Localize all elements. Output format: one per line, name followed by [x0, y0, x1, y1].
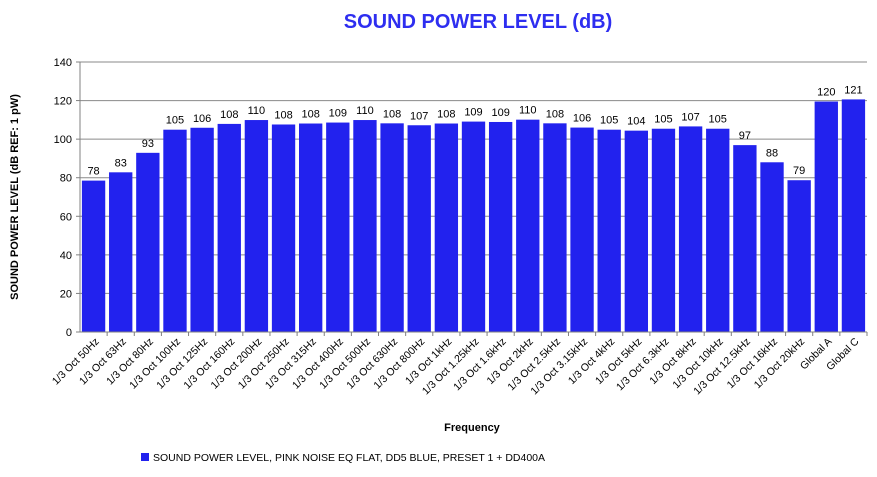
legend: SOUND POWER LEVEL, PINK NOISE EQ FLAT, D… — [141, 452, 545, 464]
bar — [136, 152, 160, 332]
data-label: 105 — [166, 115, 184, 127]
y-axis-ticks: 0 20 40 60 80 100 120 140 — [54, 57, 80, 339]
y-tick-label: 20 — [60, 288, 72, 300]
bar — [163, 129, 187, 332]
bar — [353, 120, 377, 332]
data-label: 110 — [519, 105, 537, 117]
data-label: 79 — [793, 165, 805, 177]
x-axis-title: Frequency — [444, 422, 501, 434]
bar — [570, 127, 594, 332]
bar — [516, 119, 540, 333]
data-label: 109 — [491, 107, 509, 119]
bar — [841, 99, 866, 333]
data-label: 78 — [87, 166, 99, 178]
bar — [597, 129, 621, 332]
legend-swatch — [141, 453, 149, 461]
data-label: 88 — [766, 147, 778, 159]
bar — [271, 124, 296, 332]
y-tick-label: 140 — [54, 57, 72, 69]
data-label: 97 — [739, 130, 751, 142]
data-label: 109 — [464, 107, 482, 119]
y-axis-title: SOUND POWER LEVEL (dB REF: 1 pW) — [9, 94, 21, 300]
chart-title: SOUND POWER LEVEL (dB) — [344, 11, 613, 33]
data-label: 104 — [627, 116, 645, 128]
data-label: 109 — [329, 108, 347, 120]
bar — [407, 125, 431, 332]
bar — [814, 101, 838, 333]
bar — [81, 180, 106, 332]
bar — [678, 126, 703, 333]
data-label: 108 — [274, 109, 292, 121]
y-tick-label: 60 — [60, 211, 72, 223]
legend-label: SOUND POWER LEVEL, PINK NOISE EQ FLAT, D… — [153, 452, 545, 464]
bar — [787, 180, 811, 332]
data-label: 108 — [546, 108, 564, 120]
bar — [190, 127, 214, 332]
data-label: 108 — [220, 109, 238, 121]
data-label: 108 — [437, 109, 455, 121]
data-label: 120 — [817, 87, 835, 99]
y-tick-label: 0 — [66, 327, 72, 339]
bar — [733, 145, 757, 332]
data-label: 110 — [248, 105, 266, 117]
bar — [434, 123, 459, 333]
bar — [461, 121, 486, 332]
data-label: 105 — [600, 115, 618, 127]
bar — [109, 172, 133, 332]
data-label: 105 — [654, 114, 672, 126]
data-label: 83 — [115, 157, 127, 169]
data-labels: 78 83 93 105 106 108 110 108 108 109 110 108 107 108 1… — [87, 84, 862, 177]
y-tick-label: 100 — [54, 134, 72, 146]
bar — [543, 123, 567, 332]
data-label: 108 — [383, 108, 401, 120]
bar — [326, 122, 350, 332]
data-label: 107 — [681, 111, 699, 123]
data-label: 105 — [709, 114, 727, 126]
data-label: 110 — [356, 105, 374, 117]
bar — [651, 128, 676, 332]
bar — [760, 162, 784, 332]
bar — [217, 123, 241, 333]
bar — [299, 123, 323, 333]
data-label: 106 — [573, 113, 591, 125]
bar — [380, 123, 404, 332]
bar — [624, 130, 648, 332]
bar — [244, 120, 269, 332]
data-label: 93 — [142, 138, 154, 150]
y-tick-label: 80 — [60, 173, 72, 185]
y-tick-label: 120 — [54, 96, 72, 108]
bar — [706, 128, 730, 332]
data-label: 106 — [193, 113, 211, 125]
data-label: 121 — [844, 84, 862, 96]
y-tick-label: 40 — [60, 250, 72, 262]
data-label: 108 — [301, 109, 319, 121]
bars — [81, 99, 866, 333]
data-label: 107 — [410, 110, 428, 122]
bar — [488, 121, 513, 332]
